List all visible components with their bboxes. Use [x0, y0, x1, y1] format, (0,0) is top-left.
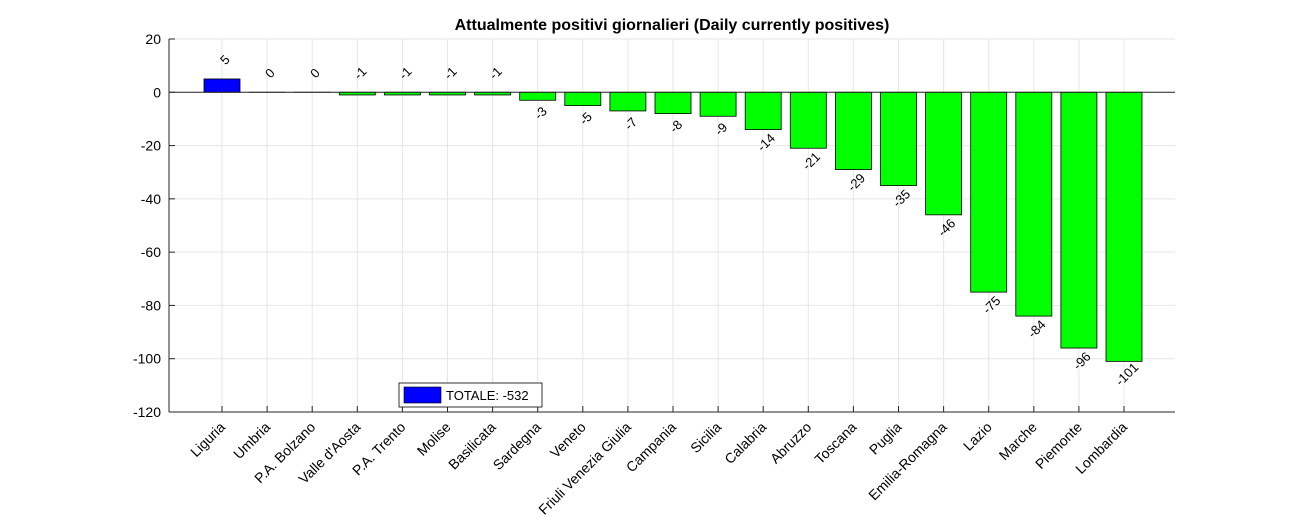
- data-label: -14: [754, 130, 778, 154]
- bar: [1015, 91, 1053, 317]
- bar: [654, 91, 692, 114]
- x-tick-label: Marche: [996, 419, 1040, 463]
- bar: [835, 91, 872, 170]
- bars: [203, 78, 1143, 362]
- data-label: -21: [799, 149, 823, 173]
- y-tick-label: -80: [141, 297, 161, 313]
- bar: [925, 91, 962, 216]
- data-label: -3: [531, 104, 550, 123]
- x-tick-label: Liguria: [187, 419, 228, 460]
- x-tick-label: Basilicata: [445, 419, 499, 473]
- data-label: 5: [217, 52, 233, 68]
- x-tick-label: Abruzzo: [767, 419, 815, 467]
- y-tick-label: -20: [141, 138, 161, 154]
- x-tick-label: Veneto: [547, 419, 589, 461]
- y-tick-label: -120: [133, 404, 161, 420]
- bar: [880, 91, 917, 186]
- data-label: -35: [889, 186, 913, 210]
- y-tick-label: 0: [153, 84, 161, 100]
- x-tick-label: Lazio: [960, 419, 995, 454]
- data-label: -5: [576, 109, 595, 128]
- data-label: -1: [486, 64, 505, 83]
- data-label: -1: [351, 64, 370, 83]
- legend: TOTALE: -532: [398, 382, 543, 408]
- data-label: -1: [396, 64, 415, 83]
- x-tick-label: Calabria: [721, 419, 769, 467]
- data-label: 0: [307, 65, 323, 81]
- data-label: -1: [441, 64, 460, 83]
- y-tick-label: -100: [133, 351, 161, 367]
- data-label: -7: [621, 114, 640, 133]
- bar: [203, 78, 241, 93]
- bar: [789, 91, 827, 149]
- x-tick-label: Molise: [414, 419, 454, 459]
- x-tick-label: Puglia: [866, 419, 905, 458]
- bar: [699, 91, 737, 117]
- x-tick-label: Sardegna: [490, 419, 544, 473]
- data-label: -9: [712, 120, 731, 139]
- x-tick-label: Campania: [623, 419, 680, 476]
- bar: [1060, 91, 1098, 349]
- data-label: 0: [262, 65, 278, 81]
- x-tick-label: Emilia-Romagna: [865, 419, 950, 504]
- data-label: -101: [1112, 360, 1141, 389]
- x-tick-label: Sicilia: [687, 419, 724, 456]
- bar: [1105, 91, 1143, 362]
- data-label: -8: [666, 117, 685, 136]
- data-label: -75: [980, 293, 1004, 317]
- x-tick-label: Toscana: [811, 419, 859, 467]
- y-tick-label: -40: [141, 191, 161, 207]
- data-labels: 50 0 -1 -1 -1 -1-3 -5 -7 -8 -9-14-21-29-35-46-75-…: [217, 52, 1141, 389]
- bar: [970, 91, 1008, 293]
- data-label: -46: [934, 216, 958, 240]
- bar: [744, 91, 782, 130]
- bar: [609, 91, 647, 112]
- bar: [519, 91, 557, 101]
- bar: [564, 91, 602, 107]
- chart-title: Attualmente positivi giornalieri (Daily …: [455, 17, 890, 34]
- legend-label: TOTALE: -532: [446, 388, 529, 403]
- legend-swatch: [403, 386, 442, 404]
- x-tick-label: Umbria: [230, 419, 273, 462]
- data-label: -29: [844, 170, 868, 194]
- data-label: -96: [1070, 349, 1094, 373]
- y-tick-label: 20: [145, 31, 161, 47]
- data-label: -84: [1025, 317, 1049, 341]
- y-tick-label: -60: [141, 244, 161, 260]
